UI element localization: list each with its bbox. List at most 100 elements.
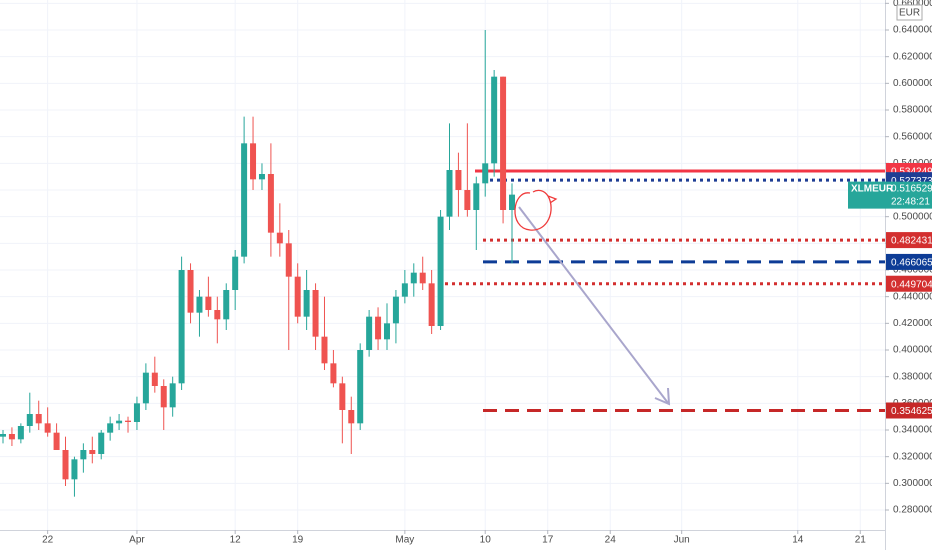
circle-annotation [514, 189, 558, 231]
candle-body [500, 76, 507, 211]
candle-body [223, 290, 230, 320]
x-tick-label: 21 [855, 535, 867, 546]
candle-body [26, 414, 33, 426]
time-axis: 22 Apr 12 19 May 10 17 24 Jun 14 21 [42, 530, 866, 546]
candles [0, 30, 516, 497]
y-tick-label: 0.640000 [893, 25, 932, 36]
candle-body [125, 420, 132, 422]
level-label: 0.466065 [891, 258, 932, 269]
y-tick-label: 0.600000 [893, 78, 932, 89]
y-tick-label: 0.300000 [893, 478, 932, 489]
x-tick-label: 17 [542, 535, 554, 546]
y-tick-label: 0.660000 [893, 0, 932, 9]
level-label: 0.449704 [891, 279, 932, 290]
last-price-tag [848, 181, 932, 209]
candle-body [482, 163, 489, 184]
candle-body [214, 310, 221, 320]
candle-body [285, 243, 292, 277]
y-tick-label: 0.340000 [893, 425, 932, 436]
candle-body [321, 336, 328, 364]
candle-body [294, 276, 301, 317]
x-tick-label: Apr [129, 535, 145, 546]
candle-body [116, 420, 123, 424]
x-tick-label: 22 [42, 535, 54, 546]
candle-body [366, 316, 373, 350]
level-tag [886, 402, 932, 419]
candle-body [446, 170, 453, 217]
candle-body [187, 270, 194, 313]
candle-body [509, 194, 516, 210]
candle-body [392, 296, 399, 324]
candle-body [178, 270, 185, 384]
y-tick-label: 0.380000 [893, 371, 932, 382]
candle-body [276, 232, 283, 244]
level-tag [886, 232, 932, 249]
drawings [514, 189, 671, 406]
candle-body [8, 434, 15, 440]
candle-body [133, 403, 140, 422]
candle-body [464, 190, 471, 210]
y-tick-label: 0.320000 [893, 451, 932, 462]
candle-body [375, 316, 382, 340]
candle-body [383, 323, 390, 340]
candle-body [330, 363, 337, 384]
x-tick-label: 12 [230, 535, 242, 546]
candle-body [107, 423, 114, 433]
level-tag [886, 275, 932, 292]
y-tick-label: 0.420000 [893, 318, 932, 329]
candle-body [410, 272, 417, 284]
candle-body [437, 216, 444, 326]
candle-body [35, 414, 42, 424]
candle-body [428, 283, 435, 326]
y-tick-label: 0.440000 [893, 291, 932, 302]
level-label: 0.354625 [891, 406, 932, 417]
candle-body [491, 76, 498, 164]
candle-body [473, 183, 480, 210]
x-tick-label: 14 [792, 535, 804, 546]
levels [445, 169, 885, 412]
candle-body [142, 372, 149, 404]
candle-body [357, 350, 364, 424]
y-tick-label: 0.400000 [893, 345, 932, 356]
candle-body [348, 410, 355, 424]
y-tick-label: 0.460000 [893, 265, 932, 276]
candle-body [151, 372, 158, 386]
x-tick-label: May [395, 535, 414, 546]
y-tick-label: 0.560000 [893, 131, 932, 142]
candle-body [250, 143, 257, 180]
countdown-label: 22:48:21 [891, 196, 930, 207]
symbol-label: XLMEUR [851, 183, 894, 194]
currency: EUR [899, 8, 920, 19]
candle-body [232, 256, 239, 290]
x-tick-label: 19 [292, 535, 304, 546]
x-tick-label: 24 [605, 535, 617, 546]
candle-body [401, 283, 408, 297]
x-tick-label: 10 [480, 535, 492, 546]
level-label: 0.527373 [891, 176, 932, 187]
candle-body [339, 383, 346, 410]
candle-body [258, 174, 265, 180]
candle-body [312, 290, 319, 337]
level-label: 0.482431 [891, 236, 932, 247]
x-tick-label: Jun [674, 535, 690, 546]
candle-body [196, 296, 203, 313]
y-tick-label: 0.620000 [893, 51, 932, 62]
candle-body [71, 459, 78, 480]
candle-body [17, 426, 24, 440]
candle-body [267, 174, 274, 233]
candle-body [303, 290, 310, 317]
candle-body [419, 272, 426, 284]
candle-body [455, 170, 462, 190]
candle-body [62, 450, 69, 480]
candle-body [53, 432, 60, 450]
candle-body [241, 143, 248, 257]
level-label: 0.534249 [891, 167, 932, 178]
y-tick-label: 0.280000 [893, 505, 932, 516]
candle-body [98, 432, 105, 454]
candle-body [89, 450, 96, 454]
candle-body [205, 296, 212, 310]
candle-body [169, 383, 176, 408]
